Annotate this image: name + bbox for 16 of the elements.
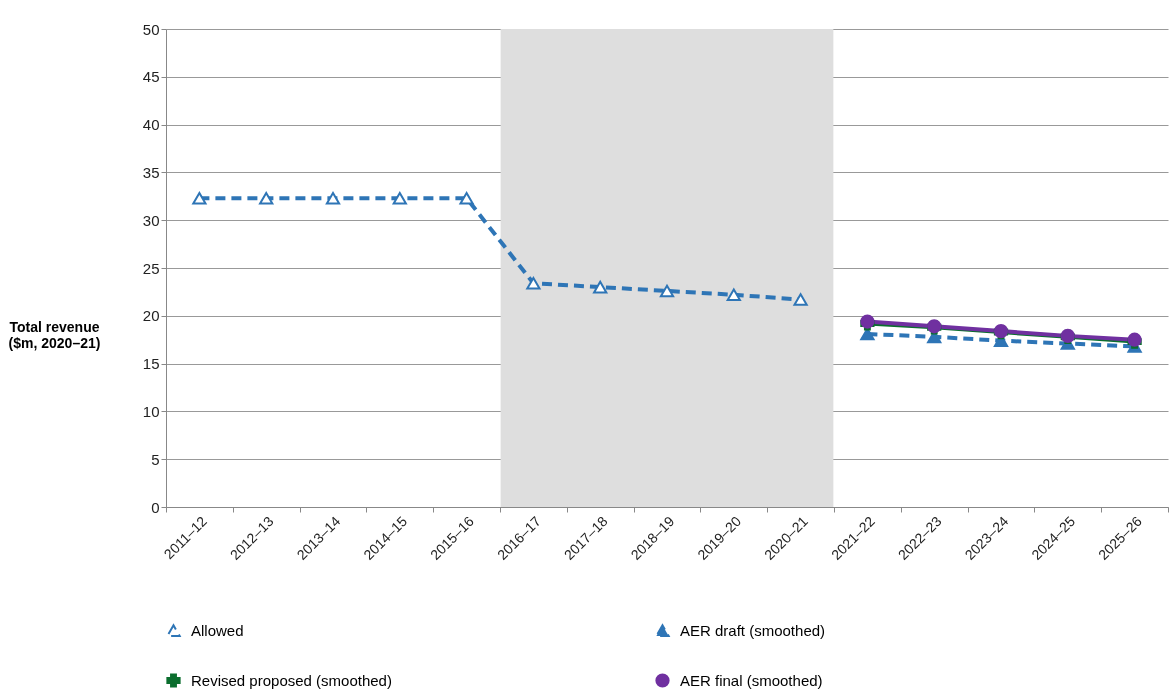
y-tick-label: 10 bbox=[142, 402, 160, 420]
y-axis-title: Total revenue ($m, 2020–21) bbox=[8, 318, 101, 351]
y-tick-label: 40 bbox=[142, 116, 160, 134]
y-tick-label: 35 bbox=[142, 163, 160, 181]
y-tick-label: 50 bbox=[142, 20, 160, 38]
legend-label: AER draft (smoothed) bbox=[680, 621, 826, 639]
y-tick-label: 0 bbox=[151, 498, 160, 516]
legend-label: Revised proposed (smoothed) bbox=[191, 671, 392, 689]
y-tick-label: 5 bbox=[151, 450, 160, 468]
y-tick-label: 25 bbox=[142, 259, 160, 277]
y-tick-label: 20 bbox=[142, 307, 160, 325]
y-tick-label: 30 bbox=[142, 211, 160, 229]
y-tick-label: 15 bbox=[142, 355, 160, 373]
y-tick-label: 45 bbox=[142, 68, 160, 86]
legend-label: Allowed bbox=[191, 621, 244, 639]
legend-label: AER final (smoothed) bbox=[680, 671, 823, 689]
